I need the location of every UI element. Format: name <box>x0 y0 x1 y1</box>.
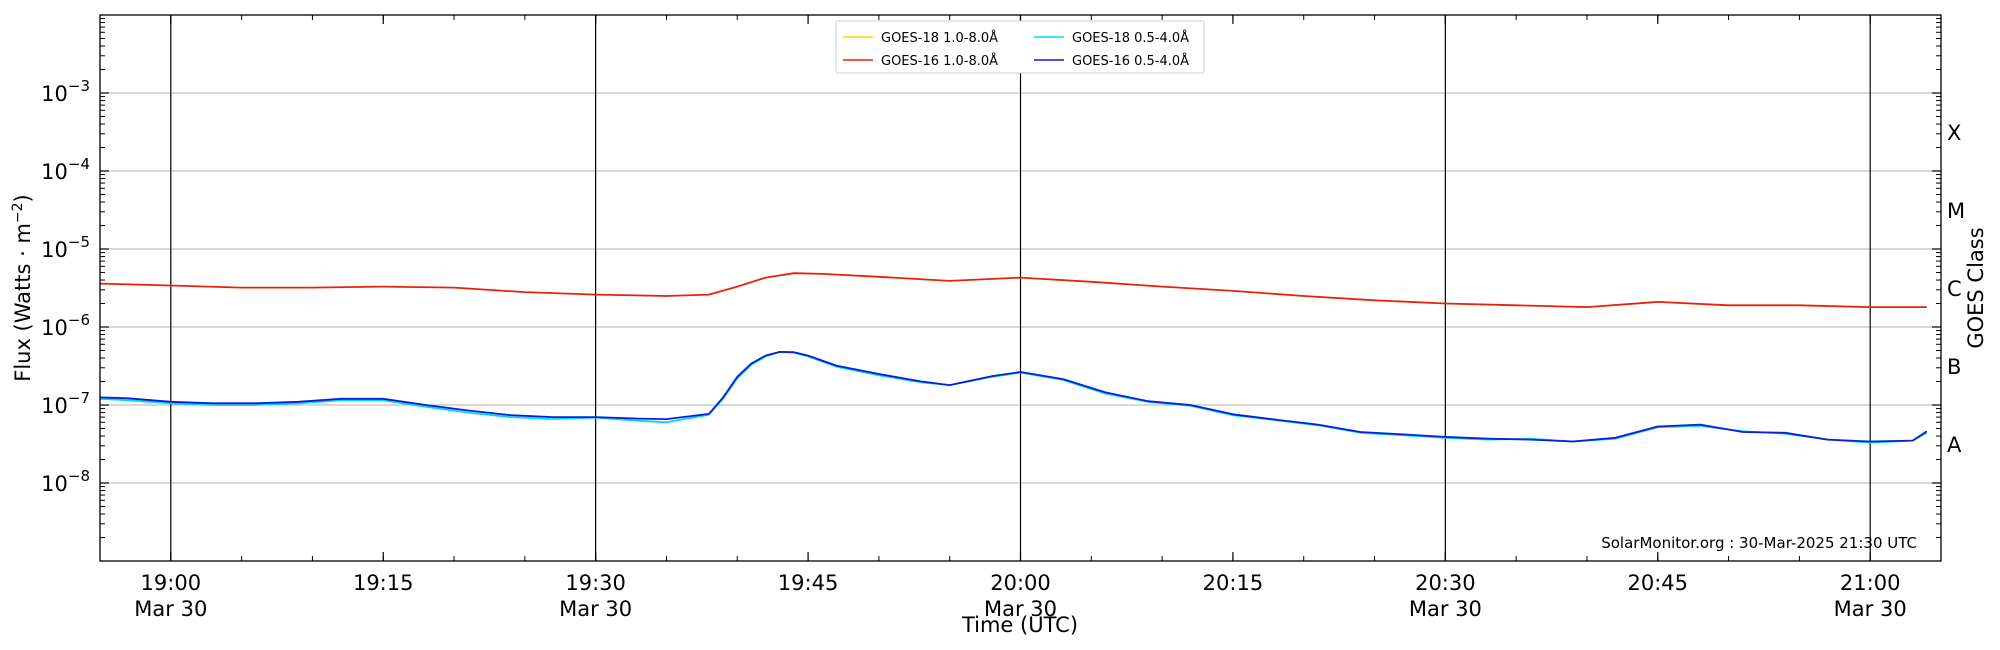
series-lines <box>99 272 1928 444</box>
y-tick-label: 10−5 <box>41 233 90 262</box>
x-tick-label: 20:30 <box>1415 571 1476 595</box>
y-tick-label: 10−4 <box>41 155 90 184</box>
x-tick-label: 20:15 <box>1203 571 1264 595</box>
x-tick-label: 20:45 <box>1628 571 1689 595</box>
legend-entry-label: GOES-16 0.5-4.0Å <box>1072 53 1189 69</box>
goes-class-label: M <box>1947 199 1965 223</box>
legend: GOES-18 1.0-8.0Å GOES-16 1.0-8.0Å GOES-18 … <box>835 20 1205 74</box>
y-axis-title-main: Flux (Watts · m <box>11 223 35 382</box>
x-tick-date-label: Mar 30 <box>1834 597 1907 621</box>
x-axis-title: Time (UTC) <box>961 613 1078 637</box>
goes-class-axis-title: GOES Class <box>1964 227 1988 348</box>
legend-entry-label: GOES-18 0.5-4.0Å <box>1072 30 1189 46</box>
y-tick-label: 10−3 <box>41 77 90 106</box>
legend-entry-label: GOES-18 1.0-8.0Å <box>881 30 998 46</box>
x-tick-label: 19:15 <box>353 571 414 595</box>
y-tick-label: 10−6 <box>41 311 90 340</box>
y-axis-title-close: ) <box>11 194 35 202</box>
legend-box <box>835 20 1205 74</box>
x-tick-date-label: Mar 30 <box>559 597 632 621</box>
goes-class-label: A <box>1947 433 1962 457</box>
x-tick-date-label: Mar 30 <box>984 597 1057 621</box>
x-tick-date-label: Mar 30 <box>134 597 207 621</box>
axis-ticks <box>99 15 1942 561</box>
y-axis-title: Flux (Watts · m−2) <box>10 194 35 382</box>
x-tick-label: 19:00 <box>141 571 202 595</box>
series-line-3 <box>99 350 1928 443</box>
series-line-1 <box>99 272 1927 309</box>
credit-text: SolarMonitor.org : 30-Mar-2025 21:30 UTC <box>1601 534 1917 552</box>
x-tick-label: 19:30 <box>565 571 626 595</box>
x-tick-label: 21:00 <box>1840 571 1901 595</box>
grid-lines <box>100 15 1941 561</box>
goes-class-label: C <box>1947 277 1962 301</box>
y-tick-label: 10−7 <box>41 389 90 418</box>
goes-class-label: B <box>1947 355 1961 379</box>
legend-entry-label: GOES-16 1.0-8.0Å <box>881 53 998 69</box>
goes-class-label: X <box>1947 121 1961 145</box>
x-tick-label: 19:45 <box>778 571 839 595</box>
y-tick-label: 10−8 <box>41 467 90 496</box>
y-axis-title-exponent: −2 <box>10 202 26 223</box>
x-tick-date-label: Mar 30 <box>1409 597 1482 621</box>
x-tick-label: 20:00 <box>990 571 1051 595</box>
